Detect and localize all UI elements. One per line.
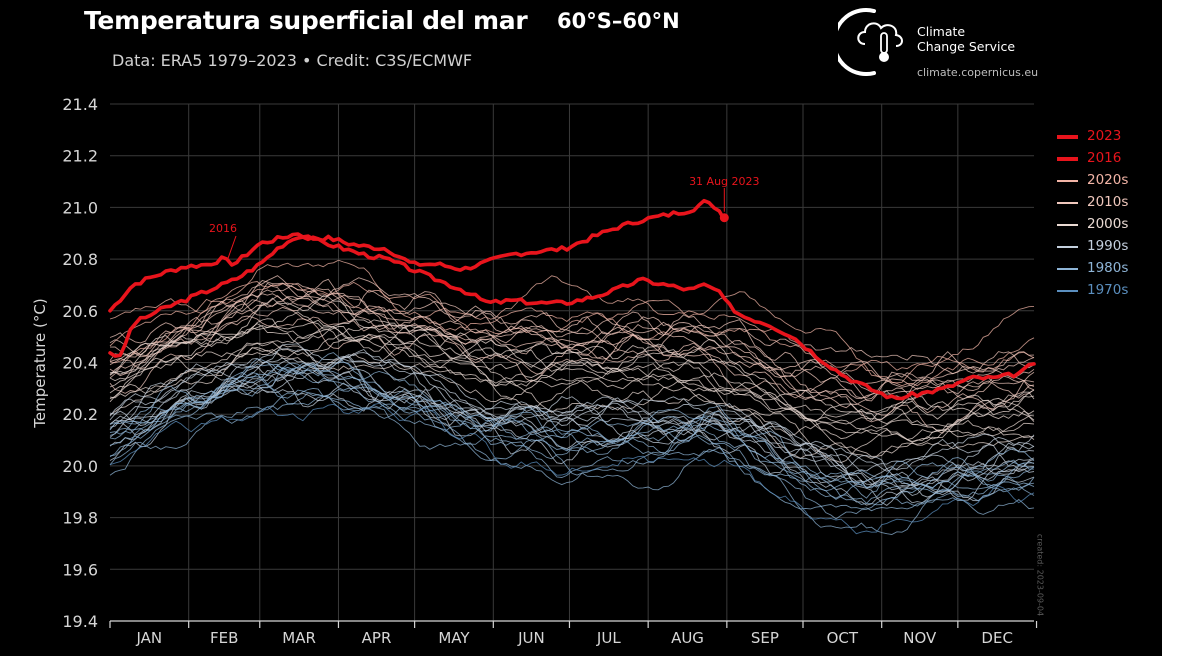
axes: 19.4 19.6 19.8 20.0 20.2 20.4 20.6 20.8 21.0 21.2… <box>62 95 1038 647</box>
chart-region: 60°S–60°N <box>557 9 680 33</box>
legend-item: 2023 <box>1057 127 1157 147</box>
y-tick-label: 19.8 <box>62 509 98 528</box>
legend-item: 2020s <box>1057 171 1157 191</box>
year-line-2000s <box>109 295 1035 422</box>
year-line-2000s <box>109 347 1035 460</box>
annotations: 31 Aug 2023 2016 <box>209 175 760 261</box>
year-line-1980s <box>109 371 1035 520</box>
year-line-1990s <box>109 358 1035 488</box>
year-line-1980s <box>109 363 1034 505</box>
legend-swatch <box>1057 290 1078 292</box>
x-tick-label: JAN <box>136 629 163 647</box>
legend-swatch <box>1057 202 1078 204</box>
annotation-label-2023: 31 Aug 2023 <box>689 175 759 188</box>
y-tick-label: 19.4 <box>62 612 98 631</box>
chart-plot: 19.4 19.6 19.8 20.0 20.2 20.4 20.6 20.8 21.0 21.2… <box>62 95 1038 647</box>
y-axis-label: Temperature (°C) <box>31 298 49 428</box>
highlight-lines <box>108 198 1036 401</box>
logo-url: climate.copernicus.eu <box>917 66 1039 79</box>
year-line-1980s <box>109 376 1035 502</box>
legend-label: 2000s <box>1087 216 1129 232</box>
legend-swatch <box>1057 180 1078 182</box>
endpoint-marker-2023 <box>719 213 729 223</box>
year-line-2010s <box>109 300 1035 434</box>
year-line-1980s <box>109 362 1035 490</box>
annotation-leader <box>226 235 237 261</box>
y-tick-label: 21.2 <box>62 147 98 166</box>
legend-item: 2010s <box>1057 193 1157 213</box>
year-line-1980s <box>109 352 1035 500</box>
chart-title: Temperatura superficial del mar <box>84 6 528 35</box>
legend-swatch <box>1057 246 1078 248</box>
legend-item: 2000s <box>1057 215 1157 235</box>
legend-item: 1970s <box>1057 281 1157 301</box>
y-tick-label: 21.4 <box>62 95 98 114</box>
legend-label: 2016 <box>1087 150 1122 166</box>
year-line-2000s <box>109 311 1035 443</box>
y-tick-label: 19.6 <box>62 560 98 579</box>
x-tick-label: JUL <box>596 629 621 647</box>
x-tick-label: FEB <box>210 629 238 647</box>
y-tick-label: 20.0 <box>62 457 98 476</box>
x-tick-label: MAY <box>438 629 470 647</box>
year-line-2020s <box>109 281 1035 387</box>
legend-item: 2016 <box>1057 149 1157 169</box>
year-line-2020s <box>109 281 1035 375</box>
x-tick-label: SEP <box>751 629 779 647</box>
legend-label: 2010s <box>1087 194 1129 210</box>
legend-label: 2020s <box>1087 172 1129 188</box>
series-line-2023 <box>108 198 727 313</box>
x-tick-label: MAR <box>282 629 316 647</box>
year-line-1970s <box>109 402 1035 535</box>
year-line-2010s <box>109 295 1035 399</box>
y-tick-label: 20.8 <box>62 250 98 269</box>
x-tick-label: NOV <box>903 629 937 647</box>
series-line-2016 <box>108 235 1036 401</box>
legend-label: 1980s <box>1087 260 1129 276</box>
year-line-1980s <box>109 365 1035 506</box>
year-line-2000s <box>109 334 1035 464</box>
year-line-2000s <box>109 319 1035 425</box>
logo-line-2: Change Service <box>917 39 1016 54</box>
legend-swatch <box>1057 135 1078 139</box>
year-line-1980s <box>109 392 1035 512</box>
x-tick-label: AUG <box>671 629 704 647</box>
year-line-1990s <box>109 348 1035 475</box>
legend-label: 1990s <box>1087 238 1129 254</box>
legend-item: 1980s <box>1057 259 1157 279</box>
thermometer-cloud-icon <box>838 8 903 76</box>
created-date: created: 2023-09-04 <box>1035 533 1045 617</box>
y-tick-label: 20.6 <box>62 302 98 321</box>
x-tick-label: DEC <box>981 629 1013 647</box>
background-year-lines <box>109 259 1035 535</box>
year-line-2000s <box>109 344 1035 440</box>
x-tick-label: OCT <box>827 629 859 647</box>
year-line-2000s <box>109 326 1035 457</box>
year-line-1990s <box>109 343 1035 504</box>
legend-label: 2023 <box>1087 128 1122 144</box>
logo-line-1: Climate <box>917 24 966 39</box>
year-line-2000s <box>109 318 1035 420</box>
chart-frame: Temperatura superficial del mar 60°S–60°… <box>0 0 1162 656</box>
chart-subtitle: Data: ERA5 1979–2023 • Credit: C3S/ECMWF <box>112 51 473 70</box>
legend-swatch <box>1057 157 1078 161</box>
year-line-1990s <box>109 382 1035 506</box>
legend-label: 1970s <box>1087 282 1129 298</box>
x-tick-label: APR <box>362 629 392 647</box>
annotation-label-2016: 2016 <box>209 222 237 235</box>
legend-swatch <box>1057 268 1078 270</box>
y-tick-label: 20.4 <box>62 354 98 373</box>
year-line-1990s <box>109 352 1035 485</box>
year-line-2000s <box>109 325 1035 440</box>
year-line-2010s <box>109 278 1035 402</box>
y-tick-label: 21.0 <box>62 198 98 217</box>
year-line-1980s <box>109 361 1034 499</box>
year-line-2010s <box>109 277 1035 379</box>
year-line-2010s <box>109 279 1035 416</box>
legend-swatch <box>1057 224 1078 226</box>
y-tick-label: 20.2 <box>62 405 98 424</box>
x-tick-label: JUN <box>517 629 545 647</box>
legend-item: 1990s <box>1057 237 1157 257</box>
